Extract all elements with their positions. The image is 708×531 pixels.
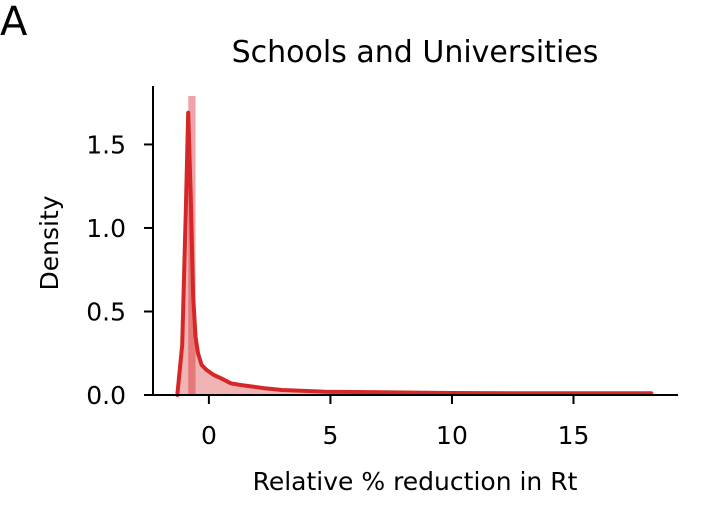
y-axis-label: Density [35, 195, 64, 290]
kde-area [177, 112, 652, 395]
x-ticks: 0 5 10 15 [201, 395, 589, 450]
y-tick-label: 1.0 [86, 214, 126, 243]
kde-layer [175, 110, 654, 397]
y-tick-label: 0.5 [86, 297, 126, 326]
x-tick-label: 0 [201, 421, 217, 450]
x-axis-label: Relative % reduction in Rt [253, 467, 578, 496]
chart-title: Schools and Universities [232, 35, 599, 70]
y-tick-label: 0.0 [86, 381, 126, 410]
y-ticks: 0.0 0.5 1.0 1.5 [86, 130, 153, 410]
kde-line [175, 110, 654, 397]
x-tick-label: 10 [436, 421, 468, 450]
y-tick-label: 1.5 [86, 130, 126, 159]
x-tick-label: 15 [558, 421, 590, 450]
panel-label: A [0, 0, 28, 45]
x-tick-label: 5 [322, 421, 338, 450]
